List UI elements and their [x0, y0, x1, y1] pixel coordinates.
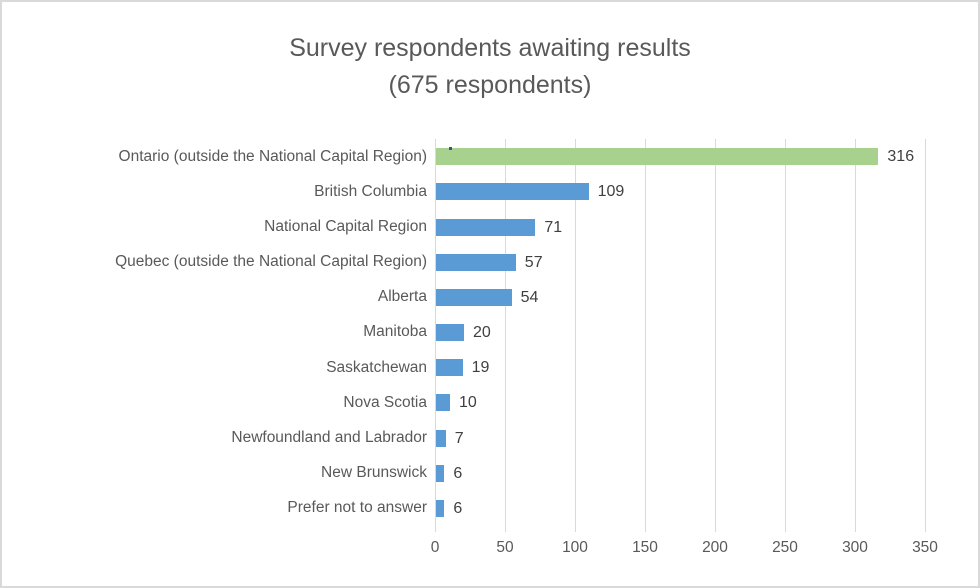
x-tick-label-300: 300 — [842, 539, 868, 556]
value-label-british-columbia: 109 — [597, 183, 625, 201]
x-tick-label-350: 350 — [912, 539, 938, 556]
value-label-national-capital-region: 71 — [544, 218, 563, 236]
gridline-300 — [855, 139, 856, 532]
category-label-alberta: Alberta — [377, 288, 427, 306]
gridline-0 — [435, 139, 436, 532]
category-label-ontario-outside-the-national-capital-region: Ontario (outside the National Capital Re… — [118, 147, 427, 165]
value-label-new-brunswick: 6 — [453, 464, 463, 482]
bar-ontario-outside-the-national-capital-region — [436, 148, 879, 166]
bar-nova-scotia — [436, 394, 450, 412]
category-label-quebec-outside-the-national-capital-region: Quebec (outside the National Capital Reg… — [115, 253, 427, 271]
gridline-250 — [785, 139, 786, 532]
x-tick-label-50: 50 — [496, 539, 514, 556]
gridline-200 — [715, 139, 716, 532]
category-label-new-brunswick: New Brunswick — [321, 464, 427, 482]
bar-alberta — [436, 288, 512, 306]
chart-subtitle: (675 respondents) — [388, 71, 592, 99]
category-label-prefer-not-to-answer: Prefer not to answer — [287, 499, 427, 517]
value-label-prefer-not-to-answer: 6 — [453, 499, 463, 517]
x-tick-label-0: 0 — [430, 539, 440, 556]
category-label-nova-scotia: Nova Scotia — [343, 393, 427, 411]
category-label-national-capital-region: National Capital Region — [264, 217, 427, 235]
chart-title: Survey respondents awaiting results — [289, 34, 691, 62]
value-axis-labels: 0 50 100 150 200 250 300 350 — [2, 539, 978, 561]
plot-area: 316 109 71 57 54 20 19 10 7 6 6 — [435, 139, 926, 532]
bar-prefer-not-to-answer — [436, 499, 445, 517]
value-label-ontario-outside-the-national-capital-region: 316 — [887, 148, 915, 166]
x-tick-label-250: 250 — [772, 539, 798, 556]
value-label-manitoba: 20 — [473, 324, 491, 341]
gridline-100 — [575, 139, 576, 532]
category-label-british-columbia: British Columbia — [314, 182, 427, 200]
category-label-saskatchewan: Saskatchewan — [326, 358, 427, 376]
value-label-alberta: 54 — [520, 288, 539, 306]
gridline-350 — [925, 139, 926, 532]
gridline-50 — [505, 139, 506, 532]
value-label-quebec-outside-the-national-capital-region: 57 — [524, 253, 543, 271]
category-label-newfoundland-and-labrador: Newfoundland and Labrador — [231, 429, 427, 447]
gridline-150 — [645, 139, 646, 532]
value-label-newfoundland-and-labrador: 7 — [454, 429, 464, 447]
bar-national-capital-region — [436, 218, 536, 236]
x-tick-label-200: 200 — [702, 539, 728, 556]
x-tick-label-150: 150 — [632, 539, 658, 556]
bar-saskatchewan — [436, 359, 463, 377]
value-label-saskatchewan: 19 — [471, 359, 490, 377]
bar-quebec-outside-the-national-capital-region — [436, 253, 516, 271]
stray-marker-dot — [449, 147, 452, 151]
bar-manitoba — [436, 324, 464, 341]
category-axis-labels: Ontario (outside the National Capital Re… — [10, 139, 427, 526]
category-label-manitoba: Manitoba — [363, 323, 427, 341]
bar-new-brunswick — [436, 464, 445, 482]
x-tick-label-100: 100 — [562, 539, 588, 556]
value-label-nova-scotia: 10 — [459, 394, 477, 412]
chart-title-block: Survey respondents awaiting results (675… — [2, 30, 978, 104]
bar-newfoundland-and-labrador — [436, 429, 446, 447]
bar-british-columbia — [436, 183, 589, 201]
